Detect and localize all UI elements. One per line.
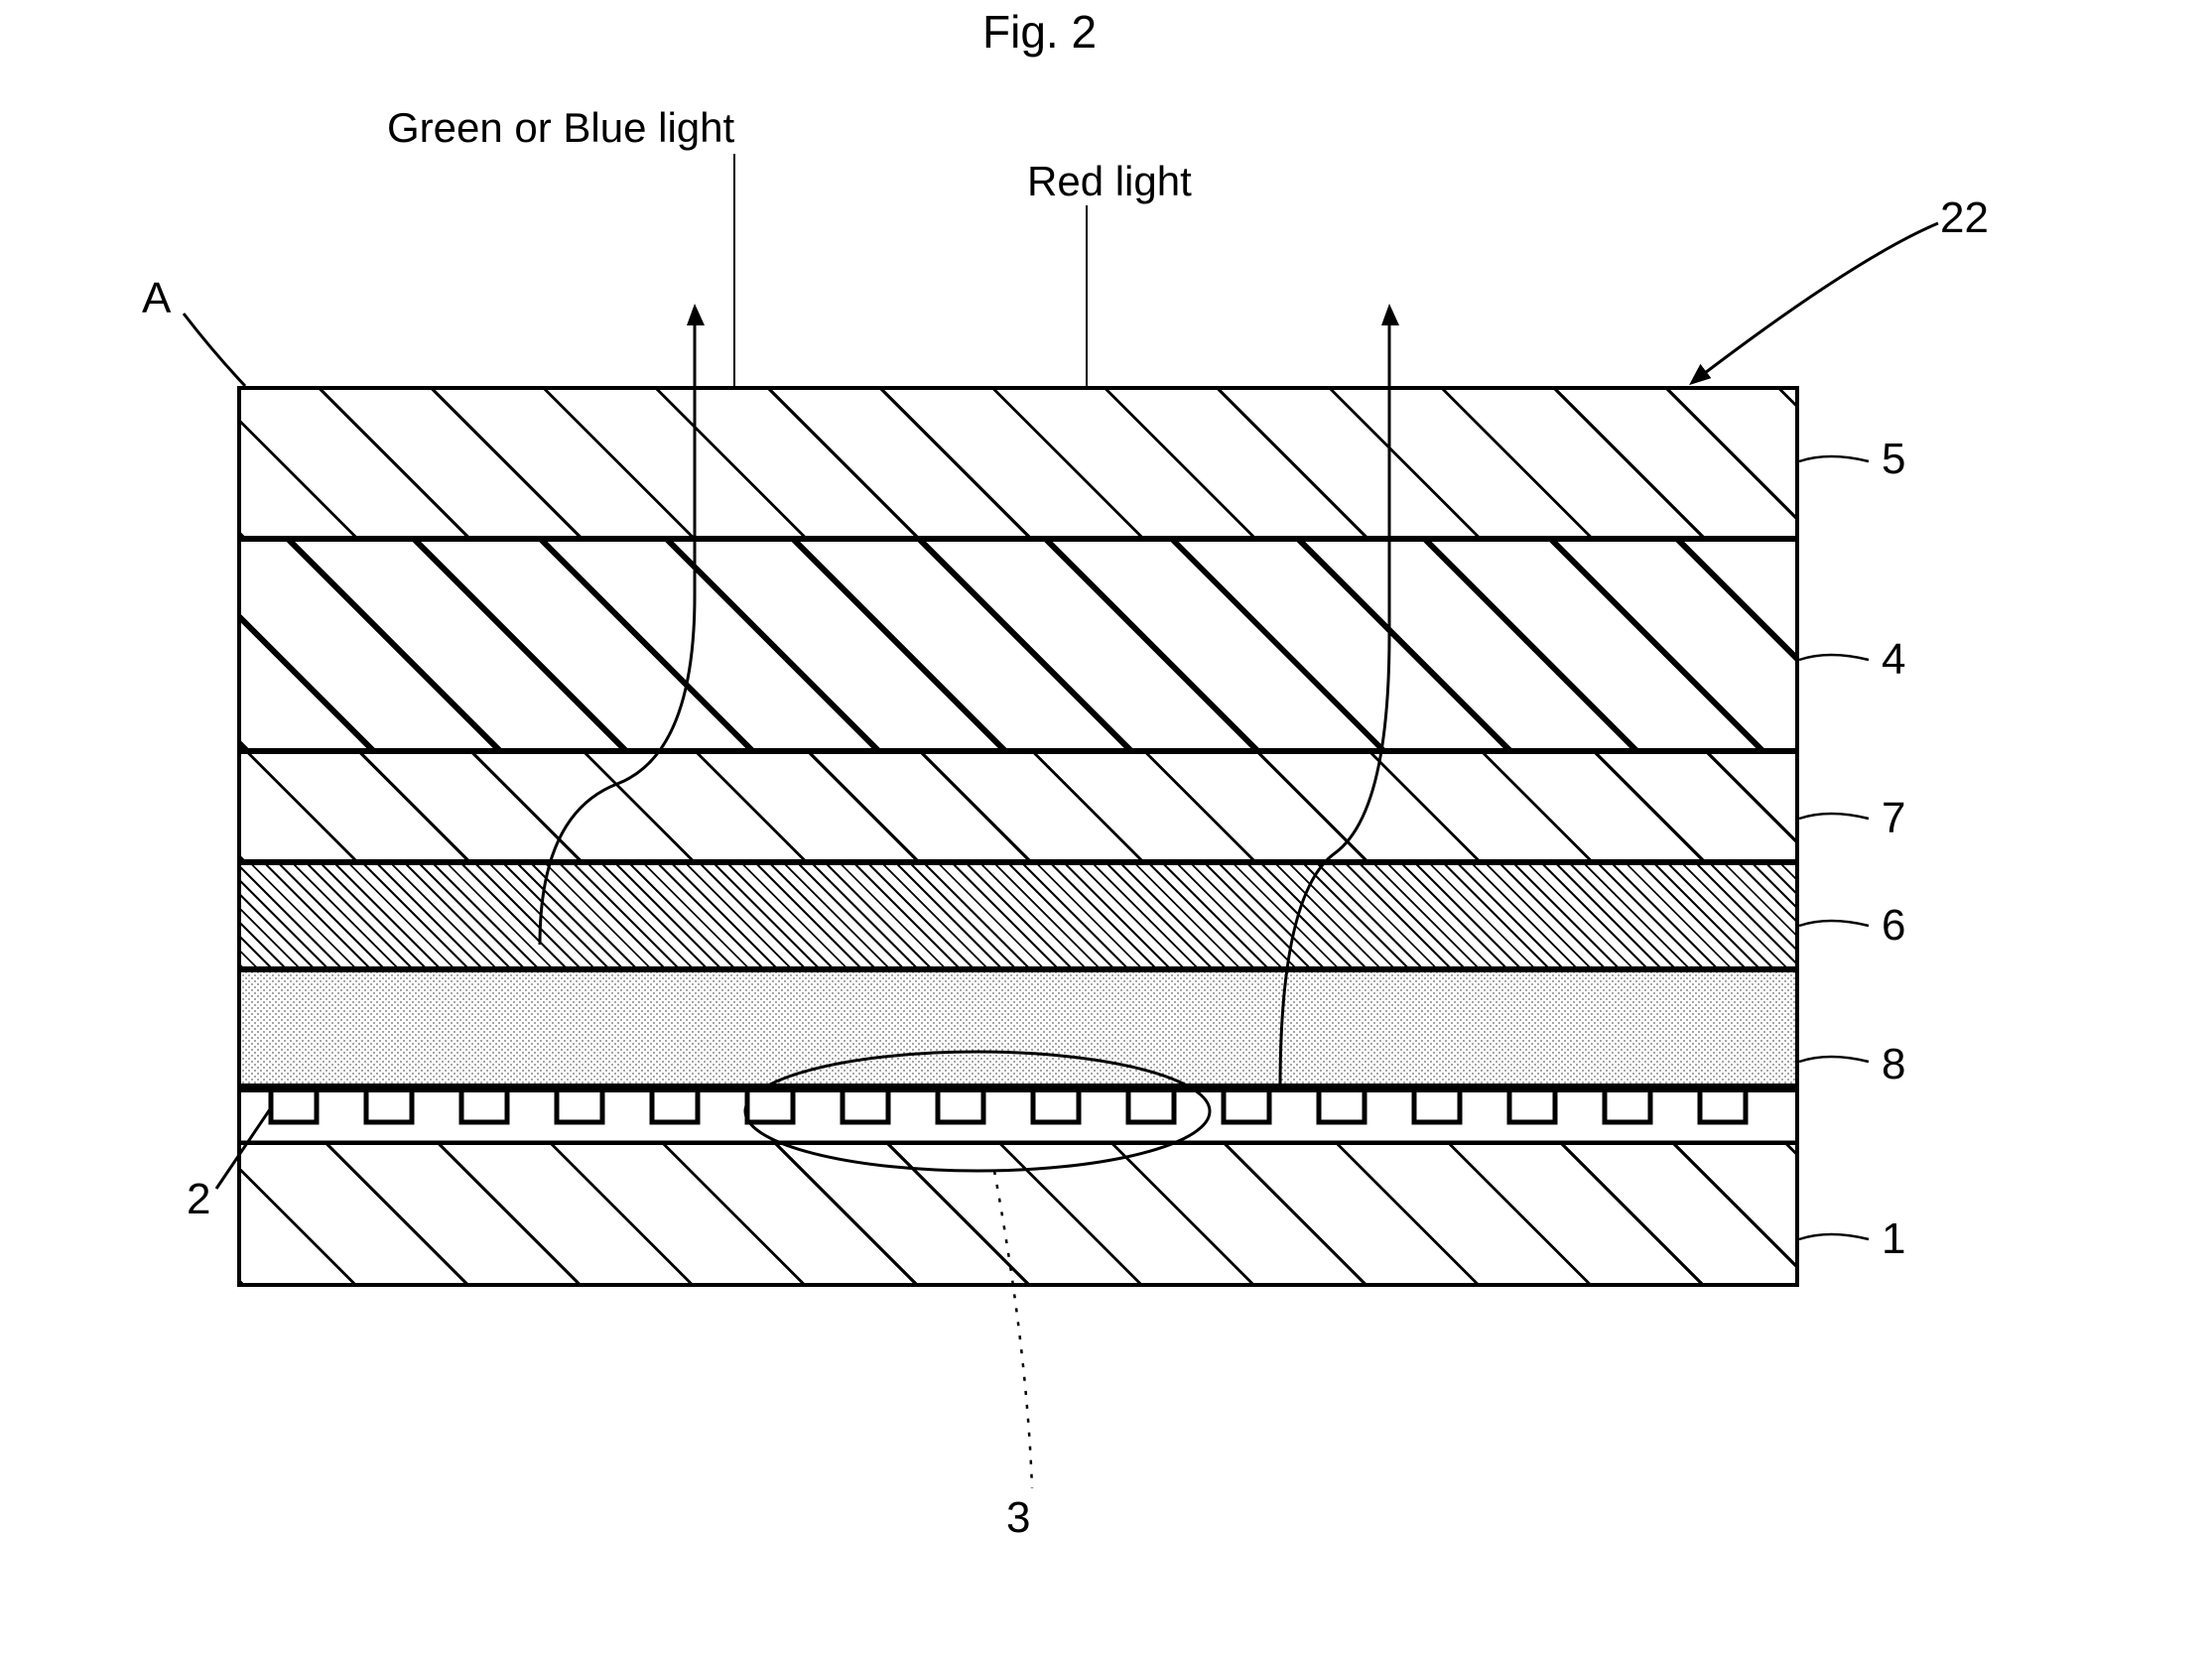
ref-number-6: 6 xyxy=(1882,901,1905,951)
leader-22 xyxy=(1697,223,1938,379)
layer-7 xyxy=(237,751,1799,862)
ref-number-8: 8 xyxy=(1882,1040,1905,1089)
layer-1 xyxy=(237,1142,1799,1287)
label-A: A xyxy=(142,274,171,323)
layer-2-reflector-notched xyxy=(237,1086,1799,1142)
layer-8 xyxy=(237,969,1799,1086)
label-green-or-blue-light: Green or Blue light xyxy=(387,104,734,152)
layer-4 xyxy=(237,539,1799,751)
ref-number-1: 1 xyxy=(1882,1214,1905,1264)
leader-ticks-right xyxy=(1799,456,1869,1239)
layer-5 xyxy=(237,386,1799,539)
ref-number-22: 22 xyxy=(1940,193,1989,243)
leader-A xyxy=(184,314,245,386)
label-red-light: Red light xyxy=(1027,158,1192,205)
ref-number-2: 2 xyxy=(187,1175,210,1224)
layered-cross-section xyxy=(237,386,1799,1287)
layer-6 xyxy=(237,862,1799,969)
ref-number-5: 5 xyxy=(1882,435,1905,484)
figure-stage: Fig. 2 Green or Blue light Red light A 2… xyxy=(0,0,2212,1656)
ref-number-7: 7 xyxy=(1882,794,1905,843)
ref-number-3: 3 xyxy=(1006,1493,1030,1543)
ref-number-4: 4 xyxy=(1882,635,1905,685)
figure-title: Fig. 2 xyxy=(982,5,1097,59)
